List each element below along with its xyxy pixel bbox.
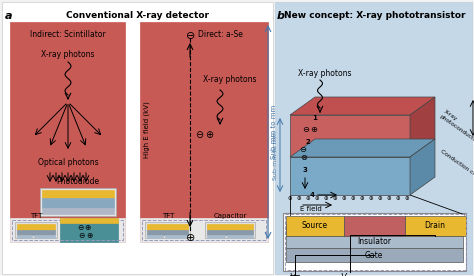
Bar	[60, 218, 118, 242]
Bar	[17, 235, 32, 238]
Text: Photodiode: Photodiode	[56, 177, 100, 186]
Bar	[15, 222, 57, 238]
Text: $\oplus$: $\oplus$	[359, 194, 365, 202]
Text: Optical photons: Optical photons	[38, 158, 98, 167]
Bar	[207, 224, 253, 230]
Bar	[17, 230, 55, 235]
Text: Capacitor: Capacitor	[213, 213, 246, 219]
Bar	[142, 220, 266, 240]
Bar	[12, 220, 123, 240]
Text: $V_D$: $V_D$	[340, 271, 352, 276]
Text: Conventional X-ray detector: Conventional X-ray detector	[66, 11, 210, 20]
Text: $\otimes$: $\otimes$	[300, 153, 308, 163]
Text: a: a	[5, 11, 12, 21]
Text: $\ominus\oplus$: $\ominus\oplus$	[301, 126, 319, 134]
Text: Direct: a-Se: Direct: a-Se	[198, 30, 242, 39]
Text: $\oplus$: $\oplus$	[377, 194, 383, 202]
Text: $\oplus$: $\oplus$	[368, 194, 374, 202]
Polygon shape	[290, 157, 410, 195]
Bar	[207, 230, 253, 235]
Bar	[207, 235, 225, 238]
Text: High E field (kV): High E field (kV)	[144, 102, 150, 158]
Text: X-ray photons: X-ray photons	[203, 75, 257, 84]
Text: $\oplus$: $\oplus$	[185, 232, 195, 243]
Bar	[2, 2, 273, 274]
Bar	[147, 230, 188, 235]
Bar	[17, 224, 55, 230]
Bar	[42, 208, 114, 214]
Polygon shape	[290, 139, 435, 157]
Bar	[344, 216, 405, 236]
Text: TFT: TFT	[30, 213, 42, 219]
Text: X-ray
photoconductor: X-ray photoconductor	[439, 109, 474, 145]
Text: $\oplus$: $\oplus$	[305, 194, 311, 202]
Text: Sub-mm to mm: Sub-mm to mm	[271, 105, 277, 159]
Bar	[140, 218, 268, 242]
Text: $\oplus$: $\oplus$	[350, 194, 356, 202]
Text: 1: 1	[312, 115, 318, 121]
Text: $\oplus$: $\oplus$	[314, 194, 320, 202]
Bar	[10, 22, 125, 242]
Text: 4: 4	[310, 192, 315, 198]
Text: 2: 2	[306, 139, 310, 145]
Polygon shape	[290, 115, 410, 157]
Bar	[275, 2, 472, 274]
Text: $\ominus$: $\ominus$	[185, 30, 195, 41]
Bar	[147, 224, 188, 230]
Text: Gate: Gate	[365, 251, 383, 259]
Text: TFT: TFT	[162, 213, 174, 219]
Text: $\ominus\oplus$: $\ominus\oplus$	[77, 224, 93, 232]
Text: $\ominus$: $\ominus$	[78, 230, 86, 240]
Text: X-ray photons: X-ray photons	[298, 69, 352, 78]
Bar	[405, 216, 466, 236]
Text: Insulator: Insulator	[357, 238, 391, 246]
Bar	[10, 218, 125, 242]
Text: $\oplus$: $\oplus$	[287, 194, 293, 202]
Bar	[285, 214, 466, 270]
Text: Drain: Drain	[425, 222, 446, 230]
Text: $\oplus$: $\oplus$	[86, 232, 94, 240]
Bar	[286, 224, 463, 236]
Bar	[60, 218, 118, 223]
Bar	[40, 188, 116, 216]
Polygon shape	[410, 97, 435, 157]
Text: $\oplus$: $\oplus$	[341, 194, 347, 202]
Bar	[140, 22, 268, 242]
Polygon shape	[290, 97, 435, 115]
Bar	[227, 235, 253, 238]
Bar	[145, 222, 190, 238]
Bar	[165, 235, 186, 238]
Bar	[42, 198, 114, 208]
Text: X-ray photons: X-ray photons	[41, 50, 95, 59]
Bar	[205, 222, 255, 238]
Text: New concept: X-ray phototransistor: New concept: X-ray phototransistor	[284, 11, 466, 20]
Text: $\ominus$: $\ominus$	[299, 145, 307, 155]
Text: $\oplus$: $\oplus$	[386, 194, 392, 202]
Polygon shape	[410, 139, 435, 195]
Bar	[147, 235, 163, 238]
Text: E field: E field	[300, 206, 322, 212]
Bar	[34, 235, 55, 238]
Bar	[286, 236, 463, 248]
Text: $\oplus$: $\oplus$	[332, 194, 338, 202]
Bar	[283, 213, 466, 271]
Text: $\oplus$: $\oplus$	[404, 194, 410, 202]
Bar	[42, 190, 114, 198]
Text: $V_G$: $V_G$	[289, 271, 301, 276]
Bar	[286, 216, 344, 236]
Text: 3: 3	[302, 167, 308, 173]
Bar	[286, 248, 463, 262]
Text: Source: Source	[302, 222, 328, 230]
Text: $\oplus$: $\oplus$	[323, 194, 329, 202]
Text: $\ominus\oplus$: $\ominus\oplus$	[195, 129, 215, 139]
Text: $\oplus$: $\oplus$	[296, 194, 302, 202]
Text: Conduction channel: Conduction channel	[439, 148, 474, 186]
Text: Sub-mm to mm: Sub-mm to mm	[273, 131, 278, 179]
Text: $\oplus$: $\oplus$	[395, 194, 401, 202]
Text: Indirect: Scintillator: Indirect: Scintillator	[30, 30, 106, 39]
Text: b: b	[277, 11, 285, 21]
